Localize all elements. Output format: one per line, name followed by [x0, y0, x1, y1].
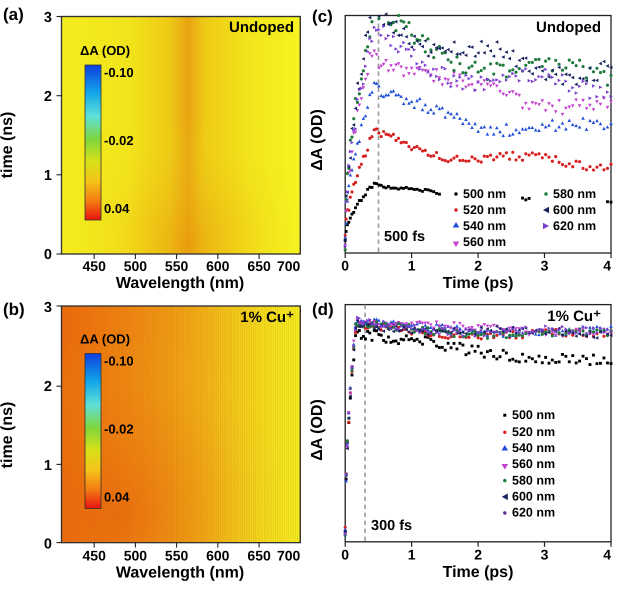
svg-text:500: 500: [124, 548, 148, 564]
svg-text:500 nm: 500 nm: [463, 187, 506, 201]
svg-text:700: 700: [277, 548, 301, 564]
svg-text:(c): (c): [312, 7, 333, 26]
svg-text:ΔA (OD): ΔA (OD): [80, 43, 130, 58]
svg-text:ΔA (OD): ΔA (OD): [310, 109, 326, 171]
svg-text:620 nm: 620 nm: [553, 219, 596, 233]
svg-text:1: 1: [408, 547, 416, 563]
svg-text:450: 450: [83, 548, 107, 564]
svg-text:500 fs: 500 fs: [384, 229, 425, 245]
svg-text:650: 650: [247, 548, 271, 564]
svg-text:1: 1: [44, 458, 52, 474]
svg-text:620 nm: 620 nm: [512, 506, 555, 520]
svg-text:300 fs: 300 fs: [371, 518, 412, 534]
svg-text:Undoped: Undoped: [229, 19, 294, 36]
svg-text:(b): (b): [3, 300, 25, 319]
svg-text:3: 3: [44, 10, 52, 26]
svg-text:ΔA (OD): ΔA (OD): [80, 332, 130, 347]
svg-text:time (ns): time (ns): [0, 402, 16, 469]
svg-text:0.04: 0.04: [104, 201, 130, 216]
svg-text:4: 4: [603, 258, 611, 274]
svg-text:ΔA (OD): ΔA (OD): [310, 399, 326, 461]
svg-text:Undoped: Undoped: [536, 19, 601, 36]
svg-text:Wavelength (nm): Wavelength (nm): [116, 275, 244, 292]
svg-text:3: 3: [541, 258, 549, 274]
svg-text:0: 0: [44, 537, 52, 553]
svg-text:0: 0: [341, 258, 349, 274]
svg-text:600: 600: [206, 258, 230, 274]
svg-text:Wavelength (nm): Wavelength (nm): [116, 565, 244, 582]
svg-text:500: 500: [124, 258, 148, 274]
svg-text:550: 550: [165, 258, 189, 274]
svg-text:2: 2: [474, 258, 482, 274]
svg-text:-0.10: -0.10: [104, 354, 134, 369]
svg-text:520 nm: 520 nm: [512, 425, 555, 439]
svg-text:450: 450: [83, 258, 107, 274]
svg-text:4: 4: [603, 547, 611, 563]
svg-text:580 nm: 580 nm: [512, 474, 555, 488]
svg-text:-0.10: -0.10: [104, 65, 134, 80]
svg-text:0.04: 0.04: [104, 490, 130, 505]
svg-text:-0.02: -0.02: [104, 422, 134, 437]
svg-text:(d): (d): [312, 300, 334, 319]
svg-text:1% Cu⁺: 1% Cu⁺: [240, 309, 294, 326]
svg-text:500 nm: 500 nm: [512, 408, 555, 422]
svg-text:580 nm: 580 nm: [553, 187, 596, 201]
svg-text:(a): (a): [3, 5, 24, 24]
svg-text:3: 3: [541, 547, 549, 563]
svg-text:2: 2: [44, 379, 52, 395]
svg-text:700: 700: [277, 258, 301, 274]
svg-text:600 nm: 600 nm: [553, 203, 596, 217]
svg-text:560 nm: 560 nm: [463, 235, 506, 249]
svg-text:3: 3: [44, 300, 52, 316]
svg-text:Time (ps): Time (ps): [443, 564, 514, 581]
svg-text:time (ns): time (ns): [0, 112, 16, 179]
svg-text:-0.02: -0.02: [104, 133, 134, 148]
svg-text:600: 600: [206, 548, 230, 564]
svg-text:1: 1: [44, 168, 52, 184]
svg-text:650: 650: [247, 258, 271, 274]
svg-text:540 nm: 540 nm: [512, 441, 555, 455]
svg-text:540 nm: 540 nm: [463, 219, 506, 233]
svg-text:600 nm: 600 nm: [512, 490, 555, 504]
svg-text:2: 2: [474, 547, 482, 563]
svg-text:550: 550: [165, 548, 189, 564]
svg-text:Time (ps): Time (ps): [443, 275, 514, 292]
svg-text:1: 1: [408, 258, 416, 274]
svg-text:0: 0: [341, 547, 349, 563]
svg-text:1% Cu⁺: 1% Cu⁺: [547, 308, 601, 325]
svg-text:0: 0: [44, 247, 52, 263]
svg-text:560 nm: 560 nm: [512, 457, 555, 471]
svg-text:2: 2: [44, 89, 52, 105]
svg-text:520 nm: 520 nm: [463, 203, 506, 217]
